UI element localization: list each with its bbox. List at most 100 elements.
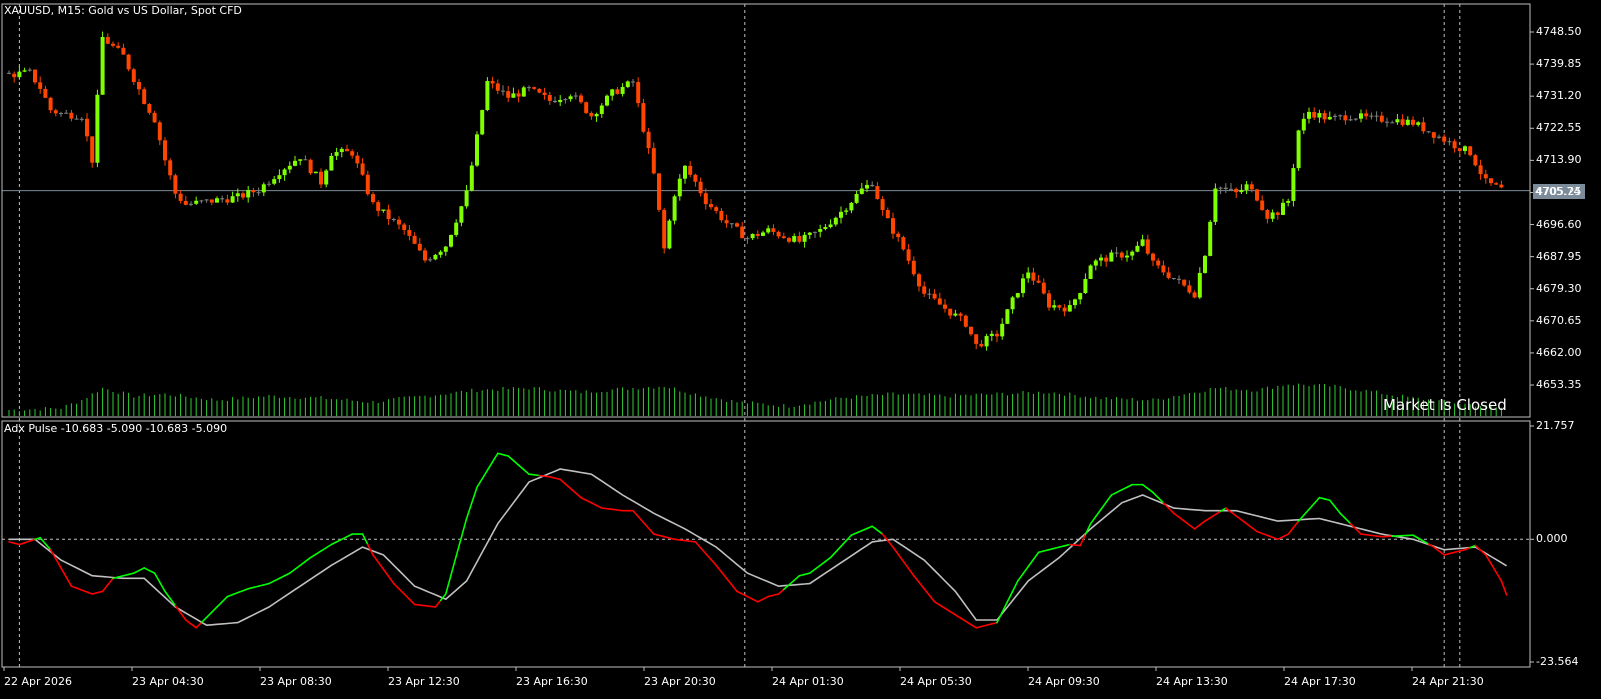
candle-body bbox=[1260, 201, 1264, 210]
candle-body bbox=[163, 140, 167, 160]
candle-body bbox=[907, 249, 911, 260]
candle-body bbox=[673, 196, 677, 220]
candle-body bbox=[423, 250, 427, 260]
candle-body bbox=[210, 199, 214, 202]
candle-body bbox=[1369, 116, 1373, 117]
candle-body bbox=[922, 286, 926, 293]
candle-body bbox=[990, 334, 994, 336]
candle-body bbox=[631, 81, 635, 82]
candle-body bbox=[600, 106, 604, 114]
candle-body bbox=[1432, 132, 1436, 138]
candle-body bbox=[376, 202, 380, 211]
candle-body bbox=[465, 191, 469, 207]
candle-body bbox=[199, 200, 203, 201]
time-tick-label: 23 Apr 04:30 bbox=[132, 675, 204, 688]
candle-body bbox=[719, 211, 723, 220]
candle-body bbox=[1078, 293, 1082, 299]
candle-body bbox=[766, 228, 770, 232]
candle-body bbox=[17, 72, 21, 77]
candle-body bbox=[647, 132, 651, 148]
candle-body bbox=[1297, 130, 1301, 168]
candle-body bbox=[1130, 252, 1134, 256]
candle-body bbox=[1333, 116, 1337, 117]
candle-body bbox=[1416, 122, 1420, 125]
candle-body bbox=[392, 219, 396, 220]
candle-body bbox=[1338, 115, 1342, 116]
candle-body bbox=[340, 149, 344, 152]
candle-body bbox=[969, 327, 973, 335]
candle-body bbox=[1172, 278, 1176, 279]
candle-body bbox=[231, 196, 235, 202]
candle-body bbox=[709, 204, 713, 207]
candle-body bbox=[288, 166, 292, 170]
candle-body bbox=[803, 235, 807, 242]
candle-body bbox=[335, 152, 339, 156]
candle bbox=[480, 110, 484, 135]
candle-body bbox=[782, 236, 786, 238]
candle-body bbox=[1011, 297, 1015, 309]
candle-body bbox=[953, 314, 957, 316]
candle-body bbox=[943, 305, 947, 309]
candle-body bbox=[974, 334, 978, 344]
candle-body bbox=[912, 261, 916, 274]
price-tick-label: 4687.95 bbox=[1536, 251, 1582, 263]
candle-body bbox=[350, 151, 354, 155]
candle-body bbox=[59, 113, 63, 114]
candle-body bbox=[896, 234, 900, 237]
candle-body bbox=[595, 114, 599, 116]
candle-body bbox=[449, 235, 453, 247]
candle-body bbox=[792, 236, 796, 242]
candle-body bbox=[1167, 272, 1171, 278]
price-tick-label: 4722.55 bbox=[1536, 122, 1582, 134]
candle-body bbox=[517, 93, 521, 96]
candle-body bbox=[116, 46, 120, 48]
candle-body bbox=[33, 70, 37, 83]
candle-body bbox=[246, 190, 250, 197]
candle-body bbox=[1005, 309, 1009, 324]
candle-body bbox=[751, 234, 755, 238]
candle-body bbox=[205, 199, 209, 200]
candle-body bbox=[730, 223, 734, 224]
candle-body bbox=[584, 102, 588, 113]
price-tick-label: 4713.90 bbox=[1536, 154, 1582, 166]
candle-body bbox=[1390, 122, 1394, 123]
candle-body bbox=[1375, 116, 1379, 117]
candle-body bbox=[64, 113, 68, 114]
candle-body bbox=[90, 136, 94, 162]
candle-body bbox=[641, 103, 645, 132]
candle-body bbox=[1125, 256, 1129, 258]
candle-body bbox=[168, 160, 172, 175]
time-tick-label: 23 Apr 08:30 bbox=[260, 675, 332, 688]
candle-body bbox=[1083, 279, 1087, 293]
candle-body bbox=[236, 193, 240, 196]
candle-body bbox=[111, 44, 115, 46]
candle bbox=[641, 99, 645, 134]
candle-body bbox=[813, 232, 817, 233]
candle-body bbox=[1473, 155, 1477, 165]
candle-body bbox=[28, 70, 32, 71]
candle-body bbox=[121, 48, 125, 55]
candle-body bbox=[1208, 222, 1212, 256]
candle bbox=[1255, 189, 1259, 202]
candle-body bbox=[1406, 120, 1410, 125]
price-tick-label: 4705.25 bbox=[1536, 186, 1582, 198]
candle bbox=[127, 54, 131, 71]
candle-body bbox=[527, 87, 531, 88]
candle-body bbox=[179, 194, 183, 201]
candle bbox=[314, 172, 318, 174]
candle-body bbox=[1031, 273, 1035, 281]
candle-body bbox=[1109, 253, 1113, 262]
candle-body bbox=[662, 210, 666, 249]
candle-body bbox=[303, 159, 307, 160]
candle bbox=[1291, 164, 1295, 207]
candle-body bbox=[49, 98, 53, 110]
candle-body bbox=[771, 228, 775, 232]
candle-body bbox=[860, 189, 864, 194]
candle-body bbox=[735, 223, 739, 226]
candle-body bbox=[267, 184, 271, 185]
candle-body bbox=[959, 314, 963, 316]
candle-body bbox=[574, 96, 578, 97]
price-tick-label: 4739.85 bbox=[1536, 58, 1582, 70]
candle-body bbox=[1479, 165, 1483, 174]
candle-body bbox=[1016, 293, 1020, 297]
